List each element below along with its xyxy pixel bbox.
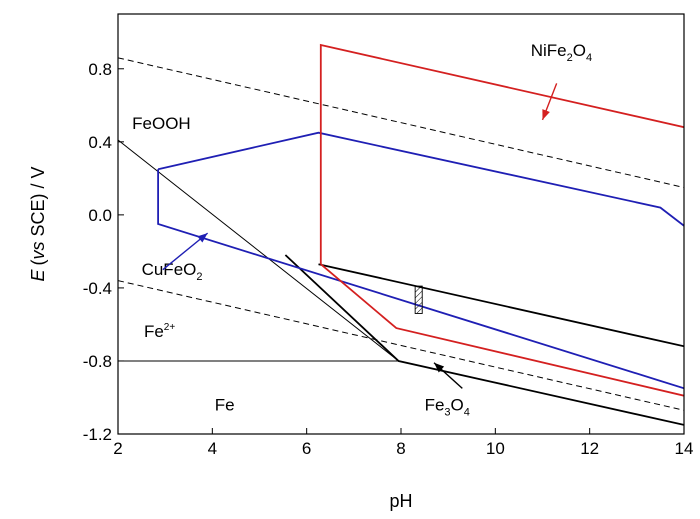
y-tick-label: -0.4 bbox=[83, 279, 112, 298]
region-label-fe3o4: Fe3O4 bbox=[425, 395, 470, 418]
y-tick-label: -0.8 bbox=[83, 352, 112, 371]
region-label-cufeo2: CuFeO2 bbox=[142, 260, 203, 283]
x-axis: 2 4 6 8 10 12 14 bbox=[113, 428, 693, 458]
y-tick-label: -1.2 bbox=[83, 425, 112, 444]
y-axis-title-vs: vs bbox=[28, 242, 48, 260]
boundary-line-6 bbox=[318, 263, 684, 348]
annotation-arrow-1 bbox=[162, 232, 209, 271]
x-axis-title: pH bbox=[389, 491, 412, 511]
plot-lines bbox=[118, 43, 684, 426]
y-tick-label: 0.4 bbox=[88, 133, 112, 152]
region-label-fe2plus: Fe2+ bbox=[144, 322, 175, 341]
region-label-feooh: FeOOH bbox=[132, 114, 191, 133]
boundary-line-5 bbox=[284, 254, 684, 426]
boundary-line-10 bbox=[320, 263, 684, 397]
y-axis-title: E (vs SCE) / V bbox=[28, 166, 48, 281]
plot-frame bbox=[117, 13, 685, 435]
x-tick-label: 6 bbox=[302, 439, 311, 458]
annotation-arrow-2 bbox=[541, 83, 558, 121]
y-axis-title-open: ( bbox=[28, 260, 48, 266]
annotation-arrow-3 bbox=[433, 362, 463, 389]
x-tick-label: 4 bbox=[208, 439, 217, 458]
boundary-line-2 bbox=[118, 280, 684, 411]
region-labels: FeOOH Fe2+ Fe CuFeO2 NiFe2O4 Fe3O4 bbox=[132, 41, 592, 418]
y-tick-label: 0.0 bbox=[88, 206, 112, 225]
hatched-marker bbox=[414, 285, 423, 314]
x-tick-label: 14 bbox=[675, 439, 694, 458]
boundary-line-3 bbox=[118, 139, 399, 362]
x-tick-label: 8 bbox=[396, 439, 405, 458]
region-label-nife2o4: NiFe2O4 bbox=[531, 41, 592, 64]
annotation-arrows bbox=[162, 83, 558, 389]
y-axis-title-unit: SCE) / V bbox=[28, 166, 48, 241]
boundary-line-7 bbox=[157, 131, 684, 227]
y-tick-label: 0.8 bbox=[88, 60, 112, 79]
x-tick-label: 12 bbox=[580, 439, 599, 458]
x-tick-label: 10 bbox=[486, 439, 505, 458]
x-tick-label: 2 bbox=[113, 439, 122, 458]
boundary-line-1 bbox=[118, 57, 684, 188]
y-axis-title-symbol: E bbox=[28, 269, 48, 282]
boundary-line-8 bbox=[157, 169, 684, 390]
boundary-line-9 bbox=[319, 43, 684, 265]
region-label-fe: Fe bbox=[215, 395, 235, 414]
y-axis: -1.2 -0.8 -0.4 0.0 0.4 0.8 bbox=[83, 60, 124, 444]
